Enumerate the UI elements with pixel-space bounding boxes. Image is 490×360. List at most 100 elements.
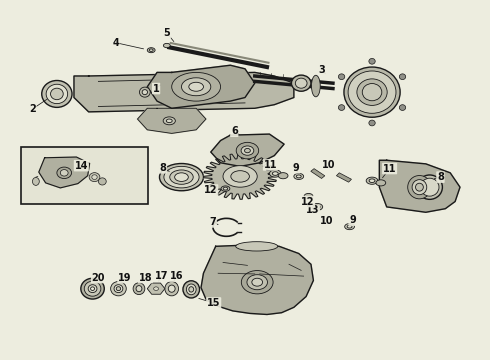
Polygon shape <box>74 72 294 112</box>
Ellipse shape <box>154 287 159 291</box>
Ellipse shape <box>133 283 145 294</box>
Ellipse shape <box>417 175 442 199</box>
Ellipse shape <box>92 175 97 180</box>
Text: 15: 15 <box>207 298 220 308</box>
Ellipse shape <box>362 84 382 101</box>
Text: 18: 18 <box>139 273 152 283</box>
Text: 4: 4 <box>112 38 119 48</box>
Text: 11: 11 <box>264 160 277 170</box>
Ellipse shape <box>245 148 250 153</box>
Text: 2: 2 <box>29 104 36 114</box>
Ellipse shape <box>312 203 323 210</box>
Text: 10: 10 <box>322 159 336 170</box>
Text: 7: 7 <box>209 217 216 227</box>
Ellipse shape <box>91 287 95 291</box>
Text: 10: 10 <box>320 216 334 226</box>
Ellipse shape <box>149 49 153 51</box>
Ellipse shape <box>236 242 278 251</box>
Ellipse shape <box>81 278 104 299</box>
Ellipse shape <box>189 287 194 292</box>
Ellipse shape <box>357 79 387 105</box>
Ellipse shape <box>159 163 203 191</box>
Text: 19: 19 <box>118 273 131 283</box>
Polygon shape <box>203 154 277 199</box>
Ellipse shape <box>270 170 281 177</box>
Ellipse shape <box>236 142 259 159</box>
Text: 16: 16 <box>170 271 183 281</box>
Text: 17: 17 <box>155 271 169 281</box>
Text: 11: 11 <box>383 163 396 174</box>
Ellipse shape <box>140 87 150 97</box>
Ellipse shape <box>369 179 375 183</box>
Ellipse shape <box>98 178 106 185</box>
Ellipse shape <box>181 78 211 96</box>
Ellipse shape <box>174 173 188 181</box>
Ellipse shape <box>183 281 199 298</box>
Text: 3: 3 <box>319 64 325 75</box>
Ellipse shape <box>168 285 175 292</box>
Text: 20: 20 <box>92 273 105 283</box>
Ellipse shape <box>163 117 175 125</box>
Ellipse shape <box>347 225 352 228</box>
Ellipse shape <box>416 183 423 191</box>
Ellipse shape <box>57 167 72 179</box>
FancyArrow shape <box>337 173 351 182</box>
Text: 1: 1 <box>153 84 159 94</box>
Ellipse shape <box>189 82 203 91</box>
Ellipse shape <box>231 171 249 182</box>
Polygon shape <box>211 134 284 166</box>
Ellipse shape <box>315 205 320 208</box>
Ellipse shape <box>142 90 147 95</box>
Ellipse shape <box>339 105 345 111</box>
Text: 6: 6 <box>231 126 238 136</box>
Ellipse shape <box>399 105 406 111</box>
Polygon shape <box>147 65 255 108</box>
Ellipse shape <box>223 187 228 190</box>
Ellipse shape <box>344 67 400 117</box>
Ellipse shape <box>221 186 230 191</box>
Ellipse shape <box>50 88 63 100</box>
Ellipse shape <box>241 146 254 155</box>
Ellipse shape <box>296 175 301 178</box>
Ellipse shape <box>278 173 288 179</box>
Ellipse shape <box>164 166 199 188</box>
Polygon shape <box>138 108 206 134</box>
Ellipse shape <box>111 282 126 296</box>
Ellipse shape <box>136 285 142 292</box>
Ellipse shape <box>369 120 375 126</box>
Ellipse shape <box>420 178 439 196</box>
Ellipse shape <box>366 177 378 184</box>
Ellipse shape <box>348 71 396 113</box>
Ellipse shape <box>116 287 121 291</box>
Bar <box>21 147 148 204</box>
Text: 14: 14 <box>74 161 88 171</box>
Ellipse shape <box>60 170 68 176</box>
Ellipse shape <box>408 176 431 199</box>
Ellipse shape <box>369 58 375 64</box>
Ellipse shape <box>88 285 97 293</box>
Text: 8: 8 <box>437 172 444 182</box>
Ellipse shape <box>114 285 123 293</box>
Ellipse shape <box>272 172 278 175</box>
Ellipse shape <box>46 84 68 104</box>
Ellipse shape <box>412 180 427 195</box>
Ellipse shape <box>339 74 345 80</box>
Ellipse shape <box>242 271 273 294</box>
Ellipse shape <box>223 166 257 187</box>
Ellipse shape <box>247 275 268 290</box>
Ellipse shape <box>399 74 406 80</box>
Ellipse shape <box>42 81 72 107</box>
Ellipse shape <box>186 284 196 295</box>
Ellipse shape <box>376 180 386 186</box>
FancyArrow shape <box>311 168 325 179</box>
Ellipse shape <box>147 48 155 53</box>
Polygon shape <box>201 244 314 315</box>
Ellipse shape <box>84 281 101 296</box>
Ellipse shape <box>294 174 304 180</box>
Polygon shape <box>379 160 460 212</box>
Text: 13: 13 <box>306 206 319 216</box>
Text: 9: 9 <box>349 215 356 225</box>
Text: 12: 12 <box>204 185 218 195</box>
Ellipse shape <box>170 170 193 184</box>
Ellipse shape <box>89 173 100 181</box>
